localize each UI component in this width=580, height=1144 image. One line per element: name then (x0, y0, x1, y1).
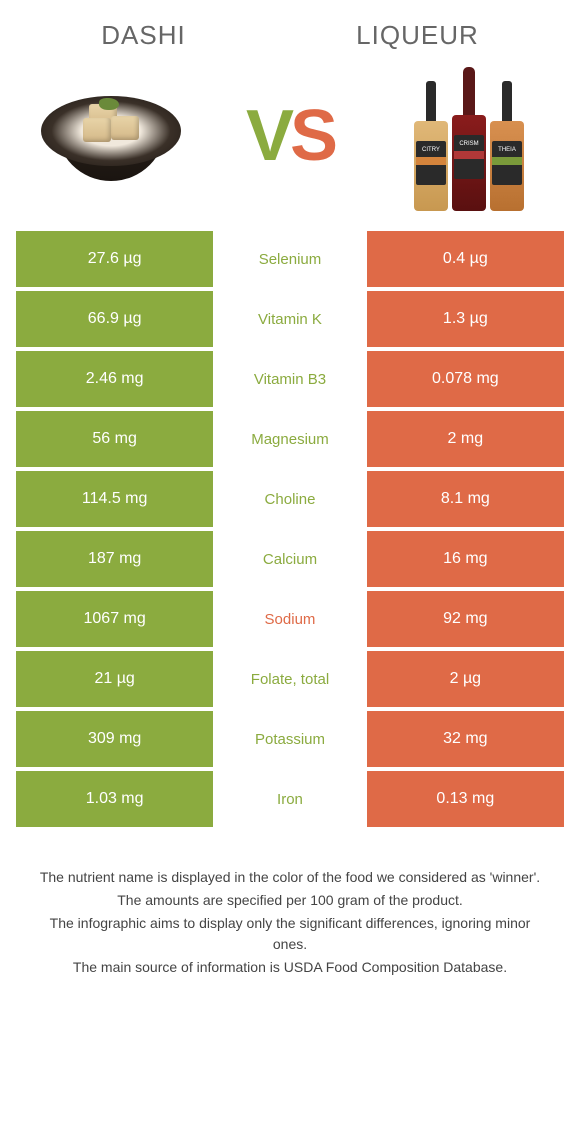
left-value: 114.5 mg (16, 471, 213, 527)
right-value: 2 µg (367, 651, 564, 707)
nutrient-name: Choline (213, 471, 366, 527)
nutrient-name: Magnesium (213, 411, 366, 467)
nutrient-name: Folate, total (213, 651, 366, 707)
vs-s: S (290, 96, 334, 176)
nutrient-table: 27.6 µgSelenium0.4 µg66.9 µgVitamin K1.3… (16, 231, 564, 827)
left-value: 1.03 mg (16, 771, 213, 827)
footer-line-1: The nutrient name is displayed in the co… (36, 867, 544, 888)
left-value: 21 µg (16, 651, 213, 707)
bowl-icon (41, 86, 181, 186)
table-row: 187 mgCalcium16 mg (16, 531, 564, 587)
table-row: 21 µgFolate, total2 µg (16, 651, 564, 707)
infographic-container: Dashi Liqueur VS CITRY CRISM THEIA 27.6 … (0, 0, 580, 1000)
images-row: VS CITRY CRISM THEIA (16, 71, 564, 201)
left-value: 56 mg (16, 411, 213, 467)
nutrient-name: Vitamin K (213, 291, 366, 347)
table-row: 2.46 mgVitamin B30.078 mg (16, 351, 564, 407)
right-value: 92 mg (367, 591, 564, 647)
right-value: 32 mg (367, 711, 564, 767)
table-row: 1067 mgSodium92 mg (16, 591, 564, 647)
nutrient-name: Calcium (213, 531, 366, 587)
nutrient-name: Iron (213, 771, 366, 827)
table-row: 66.9 µgVitamin K1.3 µg (16, 291, 564, 347)
liqueur-image: CITRY CRISM THEIA (394, 71, 544, 201)
nutrient-name: Potassium (213, 711, 366, 767)
table-row: 114.5 mgCholine8.1 mg (16, 471, 564, 527)
nutrient-name: Selenium (213, 231, 366, 287)
nutrient-name: Sodium (213, 591, 366, 647)
right-value: 0.13 mg (367, 771, 564, 827)
vs-v: V (246, 96, 290, 176)
left-value: 309 mg (16, 711, 213, 767)
footer-line-4: The main source of information is USDA F… (36, 957, 544, 978)
bottles-icon: CITRY CRISM THEIA (404, 61, 534, 211)
header-row: Dashi Liqueur (16, 20, 564, 51)
right-value: 1.3 µg (367, 291, 564, 347)
bottle-label-3: THEIA (498, 147, 516, 153)
left-value: 66.9 µg (16, 291, 213, 347)
right-value: 8.1 mg (367, 471, 564, 527)
bottle-label-1: CITRY (422, 147, 440, 153)
right-value: 2 mg (367, 411, 564, 467)
table-row: 309 mgPotassium32 mg (16, 711, 564, 767)
footer-line-3: The infographic aims to display only the… (36, 913, 544, 955)
left-value: 1067 mg (16, 591, 213, 647)
footer-line-2: The amounts are specified per 100 gram o… (36, 890, 544, 911)
bottle-label-2: CRISM (459, 141, 478, 147)
vs-label: VS (246, 95, 334, 177)
left-value: 187 mg (16, 531, 213, 587)
table-row: 1.03 mgIron0.13 mg (16, 771, 564, 827)
table-row: 56 mgMagnesium2 mg (16, 411, 564, 467)
right-value: 16 mg (367, 531, 564, 587)
nutrient-name: Vitamin B3 (213, 351, 366, 407)
left-value: 2.46 mg (16, 351, 213, 407)
right-value: 0.4 µg (367, 231, 564, 287)
table-row: 27.6 µgSelenium0.4 µg (16, 231, 564, 287)
footer-notes: The nutrient name is displayed in the co… (16, 867, 564, 978)
right-value: 0.078 mg (367, 351, 564, 407)
dashi-image (36, 71, 186, 201)
left-food-title: Dashi (101, 20, 185, 51)
right-food-title: Liqueur (356, 20, 479, 51)
left-value: 27.6 µg (16, 231, 213, 287)
